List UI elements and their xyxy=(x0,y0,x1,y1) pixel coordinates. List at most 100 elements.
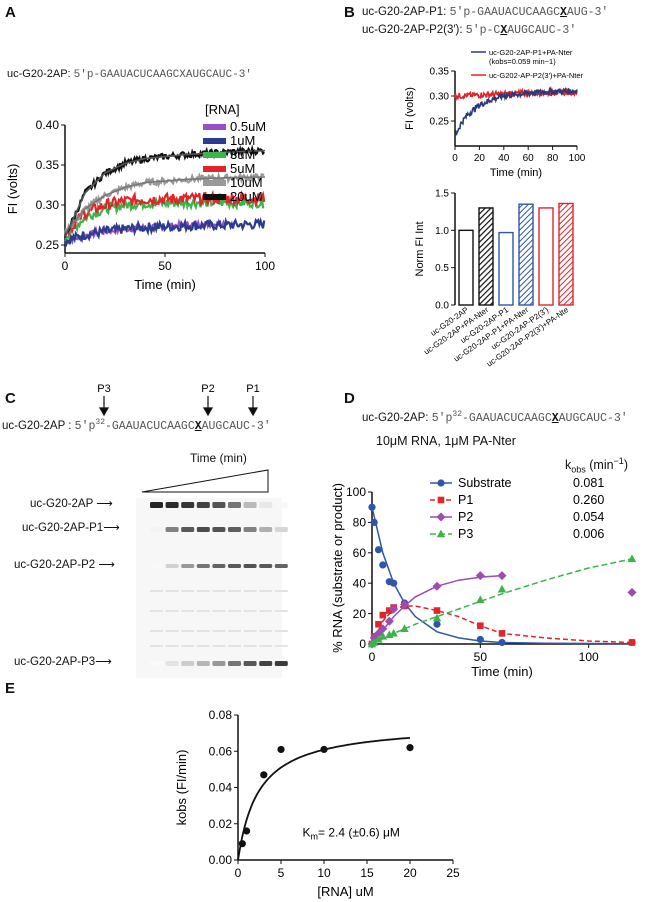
seq-5prime: 5′p-GAAUACUCAAGC xyxy=(449,6,560,19)
gel-band-2-2 xyxy=(181,564,195,568)
gel-band-3-0 xyxy=(150,661,163,666)
legend-label-P1: P1 xyxy=(458,493,473,507)
x-tick-label: 10 xyxy=(317,866,331,880)
seq-x: X xyxy=(194,419,202,433)
data-point xyxy=(406,744,414,752)
band-label-p2: uc-G20-2AP-P2 ⟶ xyxy=(14,559,115,571)
point-P3 xyxy=(378,631,388,640)
gel-faint-band xyxy=(196,610,210,612)
y-tick-label: 0.30 xyxy=(36,198,60,212)
seq-name: uc-G20-2AP : xyxy=(2,419,72,432)
x-axis-label: Time (min) xyxy=(490,167,542,179)
point-P2 xyxy=(378,624,388,634)
legend-swatch-0.5uM xyxy=(203,124,226,130)
gel-faint-band xyxy=(212,630,226,632)
gel-faint-band xyxy=(181,590,195,592)
arrow-right-icon: ⟶ xyxy=(98,559,115,571)
point-P3 xyxy=(369,637,379,646)
b1-legend-note-0: (kobs=0.059 min−1) xyxy=(489,57,556,66)
gel-faint-band xyxy=(274,590,288,592)
band-label-substrate: uc-G20-2AP ⟶ xyxy=(30,498,113,510)
x-tick-label: 20 xyxy=(474,153,486,164)
point-P2 xyxy=(400,599,409,609)
y-tick-label: 0.25 xyxy=(36,238,60,252)
point-P3 xyxy=(497,584,507,593)
gel-band-3-1 xyxy=(165,661,179,666)
gel-faint-band xyxy=(228,645,241,647)
x-axis-label: Time (min) xyxy=(471,664,533,679)
panel-d-sequence: uc-G20-2AP: 5′p32-GAAUACUCAAGCXAUGCAUC-3… xyxy=(362,410,628,425)
y-tick-label: 80 xyxy=(353,516,367,530)
gel-band-0-0 xyxy=(150,502,163,508)
gel-band-2-0 xyxy=(150,564,163,568)
y-tick-label: 0.30 xyxy=(430,92,450,103)
arrow-right-icon: ⟶ xyxy=(103,522,120,534)
seq-label-32: 32 xyxy=(95,418,105,427)
gel-image xyxy=(136,469,288,678)
x-axis-label: [RNA] uM xyxy=(317,884,373,899)
gel-band-2-3 xyxy=(196,564,210,568)
legend-swatch-20uM xyxy=(203,194,226,200)
point-P2 xyxy=(374,628,383,638)
gel-faint-band xyxy=(196,630,210,632)
y-tick-label: 0.08 xyxy=(209,708,233,722)
y-tick-label: 0.25 xyxy=(430,117,450,128)
panel-d-condition: 10μM RNA, 1μM PA-Nter xyxy=(376,434,516,448)
y-tick-label: 0.35 xyxy=(36,158,60,172)
chart-d: 0 50 100 0 20 40 60 80 100 Time (min) % RNA (subst… xyxy=(330,476,637,679)
gel-band-2-7 xyxy=(259,564,273,568)
gel-band-0-2 xyxy=(181,502,195,508)
band-label-p3: uc-G20-2AP-P3⟶ xyxy=(14,656,112,668)
point-Substrate xyxy=(368,503,376,511)
gel-band-1-3 xyxy=(196,527,210,532)
gel-faint-band xyxy=(165,645,179,647)
gel-faint-band xyxy=(243,645,257,647)
arrow-label-p3: P3 xyxy=(97,383,110,395)
y-tick-label: 0.00 xyxy=(209,853,233,867)
gel-faint-band xyxy=(243,590,257,592)
y-axis-label: Norm FI Int xyxy=(414,221,426,276)
y-tick-label: 0.5 xyxy=(435,263,449,274)
gel-band-2-1 xyxy=(165,564,179,568)
x-tick-label: 100 xyxy=(579,650,599,664)
series-10uM-fit xyxy=(64,176,266,234)
seq-3prime: AUG-3′ xyxy=(566,6,609,19)
b1-legend-label-0: uc-G20-2AP-P1+PA-Nter xyxy=(489,48,573,57)
gel-band-0-8 xyxy=(274,502,288,508)
y-tick-label: 0.02 xyxy=(209,817,233,831)
chart-b-kinetics: 0 20 40 60 80 100 0.25 0.30 0.35 Time (min) FI (vo… xyxy=(404,48,586,179)
y-tick-label: 0 xyxy=(359,637,366,651)
gel-band-0-4 xyxy=(212,502,226,508)
gel-band-1-7 xyxy=(259,527,273,532)
bar-2 xyxy=(498,231,514,306)
point-P3 xyxy=(389,628,398,637)
data-point xyxy=(243,827,251,835)
point-P2 xyxy=(497,571,507,581)
seq-mid: -GAAUACUCAAGC xyxy=(462,411,552,425)
panel-label-d: D xyxy=(344,390,355,407)
bar-4 xyxy=(538,207,554,306)
gel-faint-band xyxy=(181,610,195,612)
gel-band-0-5 xyxy=(228,502,241,508)
km-annotation: Km= 2.4 (±0.6) μM xyxy=(303,825,400,841)
legend-swatch-1uM xyxy=(203,138,226,144)
gel-band-1-6 xyxy=(243,527,257,532)
x-tick-label: 15 xyxy=(360,866,374,880)
arrow-glyphs xyxy=(98,396,259,417)
data-point xyxy=(260,771,268,779)
gel-faint-band xyxy=(243,610,257,612)
band-label-p1: uc-G20-2AP-P1⟶ xyxy=(22,522,120,534)
x-tick-label: 40 xyxy=(498,153,510,164)
chart-e: 0 5 10 15 20 25 0.00 0.02 0.04 0.06 0.08 [RNA] uM ko… xyxy=(174,708,460,899)
gel-band-0-7 xyxy=(259,502,273,508)
y-tick-label: 1.5 xyxy=(435,189,449,200)
data-point xyxy=(238,840,246,848)
x-tick-label: 20 xyxy=(403,866,417,880)
x-tick-label: 60 xyxy=(523,153,535,164)
legend-title: [RNA] xyxy=(205,102,240,117)
gel-faint-band xyxy=(181,630,195,632)
gel-faint-band xyxy=(228,590,241,592)
chart-a: 0 50 100 0.25 0.30 0.35 0.40 Time (min) FI (volt… xyxy=(5,102,275,292)
x-axis-label: Time (min) xyxy=(134,277,196,292)
point-P1 xyxy=(433,607,441,614)
